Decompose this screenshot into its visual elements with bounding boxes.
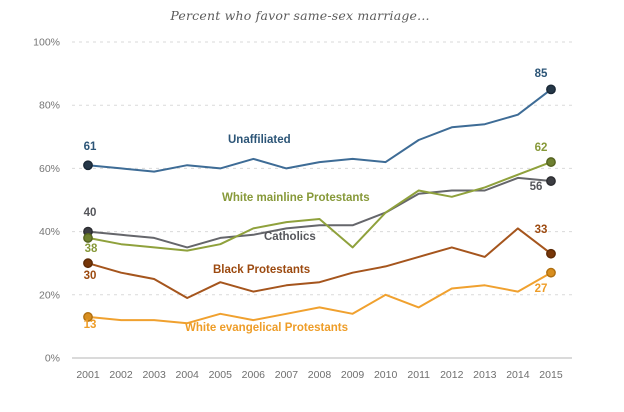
series-line-black-protestants (87, 227, 552, 299)
x-tick-label: 2012 (440, 369, 464, 381)
value-label-first-catholics: 40 (84, 207, 97, 219)
y-tick-label: 0% (45, 353, 60, 365)
marker-first-black-protestants (83, 258, 93, 269)
x-tick-label: 2015 (539, 369, 563, 381)
y-tick-label: 20% (39, 289, 60, 301)
value-label-last-catholics: 56 (530, 181, 543, 193)
y-tick-label: 80% (39, 100, 60, 112)
x-tick-label: 2001 (76, 369, 100, 381)
series-label-unaffiliated: Unaffiliated (228, 134, 291, 146)
x-tick-label: 2011 (407, 369, 430, 381)
y-tick-label: 60% (39, 163, 60, 175)
x-tick-label: 2004 (176, 369, 200, 381)
value-label-last-unaffiliated: 85 (535, 68, 548, 80)
x-tick-label: 2006 (242, 369, 266, 381)
marker-last-unaffiliated (546, 84, 556, 95)
value-label-first-white-mainline-protestants: 38 (85, 243, 98, 255)
x-tick-label: 2007 (275, 369, 299, 381)
x-tick-label: 2002 (109, 369, 133, 381)
marker-first-white-mainline-protestants (83, 233, 93, 243)
x-tick-label: 2008 (308, 369, 332, 381)
value-label-last-black-protestants: 33 (535, 224, 548, 236)
series-line-white-evangelical-protestants (87, 271, 552, 325)
marker-last-white-evangelical-protestants (546, 267, 556, 278)
y-tick-label: 100% (33, 37, 60, 49)
value-label-first-black-protestants: 30 (84, 270, 97, 282)
series-line-white-mainline-protestants (87, 161, 552, 252)
x-tick-label: 2014 (506, 369, 530, 381)
value-label-last-white-evangelical-protestants: 27 (535, 283, 548, 295)
series-line-unaffiliated (87, 88, 552, 173)
series-label-black-protestants: Black Protestants (213, 264, 310, 276)
series-label-white-evangelical-protestants: White evangelical Protestants (185, 322, 348, 334)
marker-first-unaffiliated (83, 160, 93, 171)
x-tick-label: 2005 (209, 369, 233, 381)
value-label-last-white-mainline-protestants: 62 (535, 142, 548, 154)
x-tick-label: 2010 (374, 369, 398, 381)
series-label-white-mainline-protestants: White mainline Protestants (222, 192, 370, 204)
series-label-catholics: Catholics (264, 231, 316, 243)
x-tick-label: 2013 (473, 369, 497, 381)
chart-title: Percent who favor same-sex marriage... (170, 8, 430, 23)
x-tick-label: 2003 (142, 369, 166, 381)
y-tick-label: 40% (39, 226, 60, 238)
value-label-first-white-evangelical-protestants: 13 (84, 319, 97, 331)
marker-last-catholics (546, 176, 556, 186)
value-label-first-unaffiliated: 61 (84, 141, 97, 153)
marker-first-white-evangelical-protestants (83, 312, 93, 322)
x-tick-label: 2009 (341, 369, 365, 381)
marker-last-white-mainline-protestants (546, 157, 556, 167)
marker-last-black-protestants (546, 248, 556, 259)
